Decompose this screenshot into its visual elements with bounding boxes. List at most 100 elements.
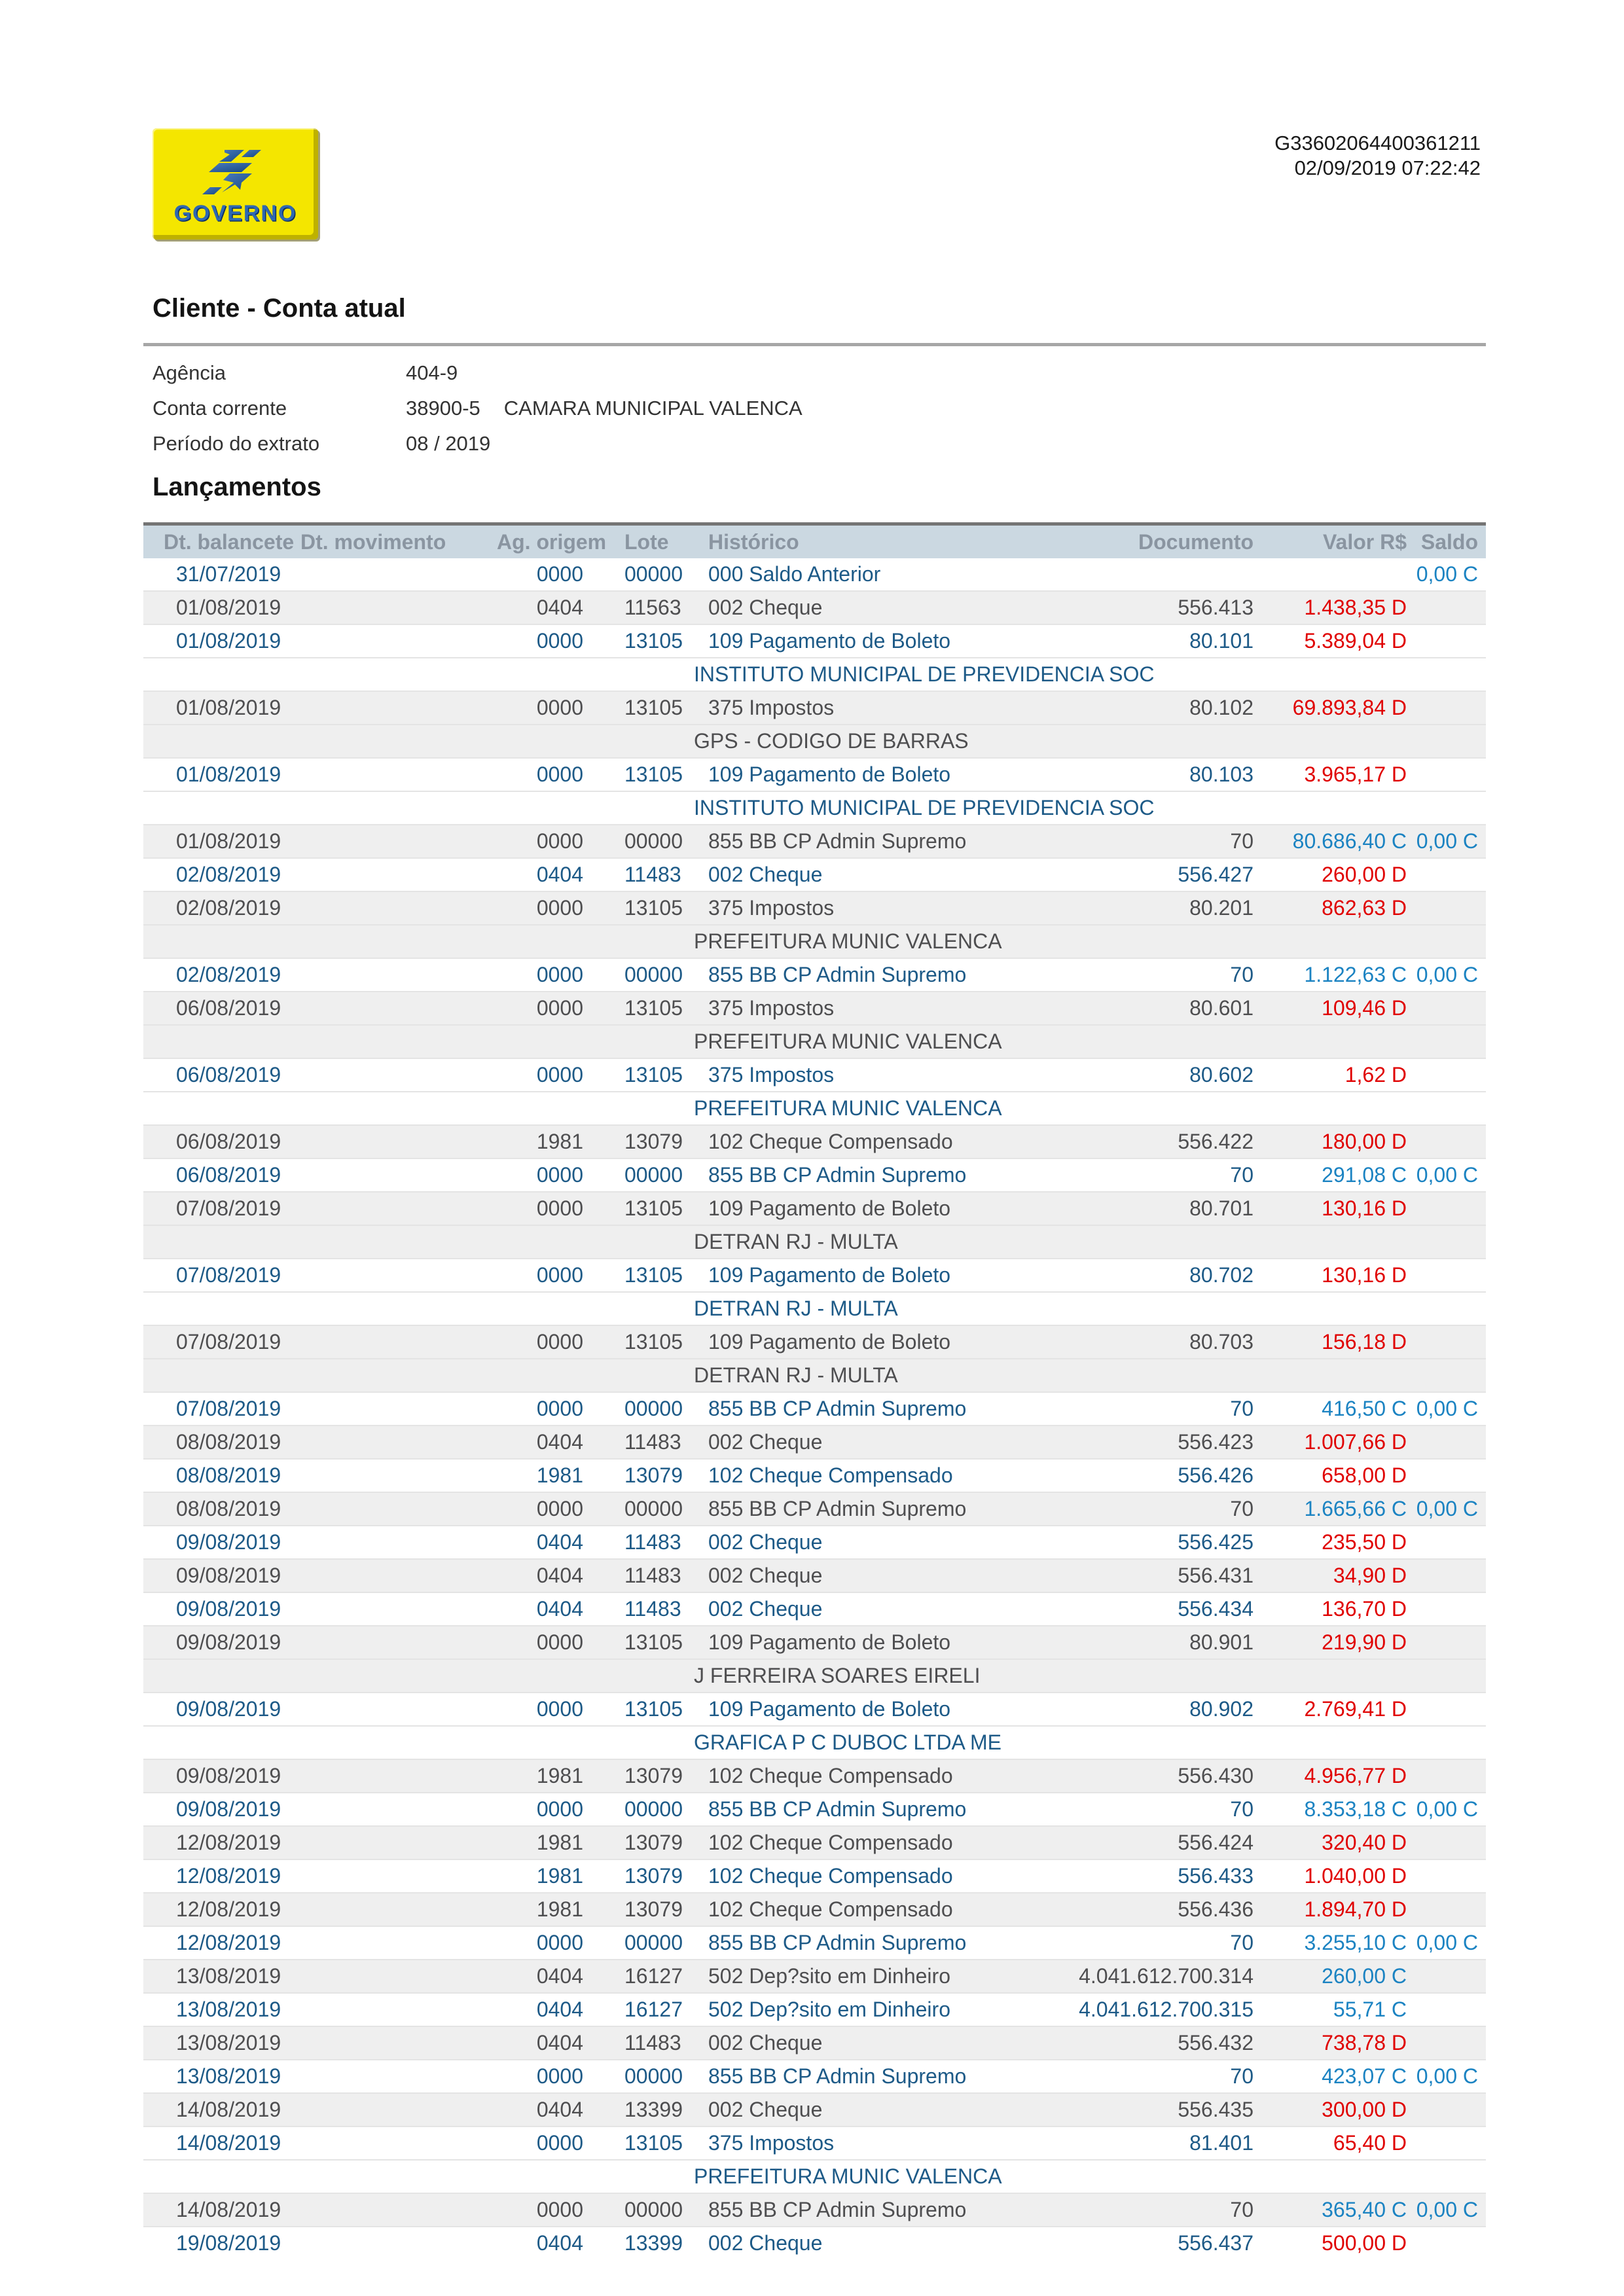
column-header-4: Lote — [624, 529, 669, 554]
cell-documento: 80.602 — [1189, 1063, 1254, 1086]
cell-documento: 556.436 — [1178, 1897, 1254, 1921]
cell-historico: 102 Cheque Compensado — [708, 1130, 953, 1153]
description-row: PREFEITURA MUNIC VALENCA — [143, 1024, 1486, 1058]
cell-historico: 109 Pagamento de Boleto — [708, 1697, 951, 1721]
cell-ag-origem: 0000 — [536, 1931, 583, 1954]
cell-lote: 00000 — [624, 1163, 683, 1187]
table-row: 01/08/2019 0000 13105 375 Impostos 80.102 69.… — [143, 691, 1486, 724]
cell-ag-origem: 0000 — [536, 896, 583, 920]
cell-valor: 65,40 D — [1333, 2131, 1407, 2155]
description-row: INSTITUTO MUNICIPAL DE PREVIDENCIA SOC — [143, 657, 1486, 691]
transaction-description: DETRAN RJ - MULTA — [694, 1297, 898, 1320]
cell-ag-origem: 0000 — [536, 629, 583, 653]
cell-valor: 1,62 D — [1344, 1063, 1407, 1086]
cell-lote: 13105 — [624, 996, 683, 1020]
cell-documento: 70 — [1230, 1931, 1254, 1954]
cell-documento: 556.430 — [1178, 1764, 1254, 1787]
table-row: 14/08/2019 0404 13399 002 Cheque 556.435 300,… — [143, 2092, 1486, 2126]
cell-dt-balancete: 09/08/2019 — [176, 1530, 281, 1554]
table-row: 01/08/2019 0000 13105 109 Pagamento de Bole… — [143, 624, 1486, 657]
cell-historico: 855 BB CP Admin Supremo — [708, 1797, 967, 1821]
cell-valor: 1.007,66 D — [1304, 1430, 1407, 1454]
cell-lote: 13105 — [624, 1263, 683, 1287]
cell-historico: 855 BB CP Admin Supremo — [708, 963, 967, 986]
cell-documento: 556.426 — [1178, 1463, 1254, 1487]
cell-dt-balancete: 06/08/2019 — [176, 996, 281, 1020]
cell-historico: 102 Cheque Compensado — [708, 1864, 953, 1888]
table-row: 12/08/2019 0000 00000 855 BB CP Admin Supre… — [143, 1926, 1486, 1959]
cell-historico: 109 Pagamento de Boleto — [708, 1630, 951, 1654]
cell-documento: 80.901 — [1189, 1630, 1254, 1654]
cell-dt-balancete: 12/08/2019 — [176, 1831, 281, 1854]
cell-dt-balancete: 09/08/2019 — [176, 1764, 281, 1787]
cell-ag-origem: 0404 — [536, 2098, 583, 2121]
table-row: 08/08/2019 0000 00000 855 BB CP Admin Supre… — [143, 1492, 1486, 1525]
cell-dt-balancete: 19/08/2019 — [176, 2231, 281, 2255]
cell-lote: 13105 — [624, 1330, 683, 1354]
description-row: J FERREIRA SOARES EIRELI — [143, 1659, 1486, 1692]
cell-documento: 556.413 — [1178, 596, 1254, 619]
cell-historico: 109 Pagamento de Boleto — [708, 1263, 951, 1287]
cell-lote: 16127 — [624, 1998, 683, 2021]
cell-documento: 556.424 — [1178, 1831, 1254, 1854]
cell-dt-balancete: 01/08/2019 — [176, 696, 281, 719]
cell-valor: 3.965,17 D — [1304, 762, 1407, 786]
cell-historico: 000 Saldo Anterior — [708, 562, 881, 586]
cell-ag-origem: 0000 — [536, 1063, 583, 1086]
cell-dt-balancete: 14/08/2019 — [176, 2198, 281, 2221]
table-row: 19/08/2019 0404 13399 002 Cheque 556.437 500,… — [143, 2226, 1486, 2259]
cell-documento: 70 — [1230, 1797, 1254, 1821]
cell-documento: 4.041.612.700.315 — [1079, 1998, 1254, 2021]
cell-dt-balancete: 13/08/2019 — [176, 2064, 281, 2088]
cell-valor: 1.040,00 D — [1304, 1864, 1407, 1888]
cell-documento: 80.102 — [1189, 696, 1254, 719]
bank-logo: GOVERNO — [153, 128, 318, 240]
table-row: 09/08/2019 0000 13105 109 Pagamento de Bole… — [143, 1625, 1486, 1659]
cell-valor: 658,00 D — [1322, 1463, 1407, 1487]
cell-valor: 862,63 D — [1322, 896, 1407, 920]
cell-historico: 002 Cheque — [708, 596, 823, 619]
table-row: 09/08/2019 0404 11483 002 Cheque 556.431 34,9… — [143, 1558, 1486, 1592]
cell-lote: 13079 — [624, 1130, 683, 1153]
cell-dt-balancete: 08/08/2019 — [176, 1430, 281, 1454]
cell-valor: 8.353,18 C — [1304, 1797, 1407, 1821]
cell-lote: 13105 — [624, 1630, 683, 1654]
account-name: CAMARA MUNICIPAL VALENCA — [503, 397, 803, 420]
cell-valor: 156,18 D — [1322, 1330, 1407, 1354]
cell-ag-origem: 0000 — [536, 1697, 583, 1721]
cell-valor: 55,71 C — [1333, 1998, 1407, 2021]
cell-historico: 502 Dep?sito em Dinheiro — [708, 1964, 950, 1988]
cell-dt-balancete: 06/08/2019 — [176, 1063, 281, 1086]
cell-valor: 291,08 C — [1322, 1163, 1407, 1187]
cell-lote: 00000 — [624, 562, 683, 586]
cell-valor: 260,00 C — [1322, 1964, 1407, 1988]
cell-valor: 5.389,04 D — [1304, 629, 1407, 653]
document-id: G33602064400361211 — [1274, 132, 1481, 154]
cell-documento: 70 — [1230, 1163, 1254, 1187]
cell-ag-origem: 0000 — [536, 762, 583, 786]
cell-dt-balancete: 31/07/2019 — [176, 562, 281, 586]
cell-valor: 1.894,70 D — [1304, 1897, 1407, 1921]
cell-historico: 002 Cheque — [708, 2031, 823, 2054]
cell-valor: 80.686,40 C — [1292, 829, 1407, 853]
table-row: 09/08/2019 0000 00000 855 BB CP Admin Supre… — [143, 1792, 1486, 1825]
cell-dt-balancete: 09/08/2019 — [176, 1630, 281, 1654]
cell-documento: 556.437 — [1178, 2231, 1254, 2255]
period-value: 08 / 2019 — [406, 432, 491, 455]
cell-saldo: 0,00 C — [1416, 829, 1478, 853]
cell-documento: 80.701 — [1189, 1196, 1254, 1220]
cell-dt-balancete: 07/08/2019 — [176, 1196, 281, 1220]
cell-historico: 002 Cheque — [708, 2098, 823, 2121]
table-row: 08/08/2019 0404 11483 002 Cheque 556.423 1.00… — [143, 1425, 1486, 1458]
cell-documento: 556.435 — [1178, 2098, 1254, 2121]
cell-dt-balancete: 13/08/2019 — [176, 2031, 281, 2054]
cell-saldo: 0,00 C — [1416, 1931, 1478, 1954]
cell-ag-origem: 0404 — [536, 1597, 583, 1621]
cell-ag-origem: 0404 — [536, 596, 583, 619]
cell-dt-balancete: 13/08/2019 — [176, 1964, 281, 1988]
table-row: 07/08/2019 0000 00000 855 BB CP Admin Supre… — [143, 1391, 1486, 1425]
cell-documento: 70 — [1230, 963, 1254, 986]
section-divider — [143, 343, 1486, 346]
cell-lote: 00000 — [624, 1931, 683, 1954]
cell-documento: 81.401 — [1189, 2131, 1254, 2155]
